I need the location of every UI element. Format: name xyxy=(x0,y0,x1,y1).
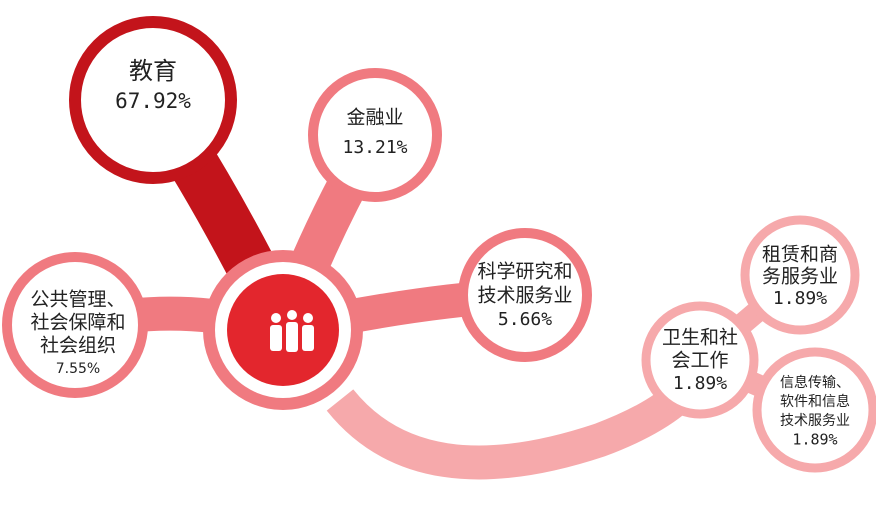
node-value: 5.66% xyxy=(498,309,552,330)
node-label: 软件和信息 xyxy=(780,393,850,410)
bubble xyxy=(2,252,148,398)
bubble xyxy=(458,228,592,362)
center-core xyxy=(227,274,339,386)
node-label: 务服务业 xyxy=(762,266,838,288)
bubble xyxy=(740,215,860,335)
node-label: 卫生和社 xyxy=(662,327,738,349)
node-value: 7.55% xyxy=(56,361,100,377)
node-label: 科学研究和 xyxy=(477,261,572,283)
node-label: 金融业 xyxy=(346,107,403,129)
bubble xyxy=(752,347,876,473)
bubble xyxy=(69,16,237,184)
bubble xyxy=(641,301,759,419)
node-label: 社会组织 xyxy=(40,335,116,357)
node-label: 技术服务业 xyxy=(780,413,850,429)
node-value: 67.92% xyxy=(115,89,191,113)
node-label: 社会保障和 xyxy=(30,312,125,334)
bubble xyxy=(308,68,442,202)
node-value: 13.21% xyxy=(342,137,407,158)
node-value: 1.89% xyxy=(773,288,827,309)
node-value: 1.89% xyxy=(792,431,837,449)
node-label: 租赁和商 xyxy=(762,244,838,266)
node-label: 会工作 xyxy=(671,350,728,372)
connector xyxy=(326,361,716,480)
node-label: 信息传输、 xyxy=(780,374,850,391)
people-icon xyxy=(270,310,314,352)
node-label: 教育 xyxy=(129,57,177,85)
node-value: 1.89% xyxy=(673,373,727,394)
node-label: 公共管理、 xyxy=(30,289,125,311)
node-label: 技术服务业 xyxy=(477,285,572,307)
